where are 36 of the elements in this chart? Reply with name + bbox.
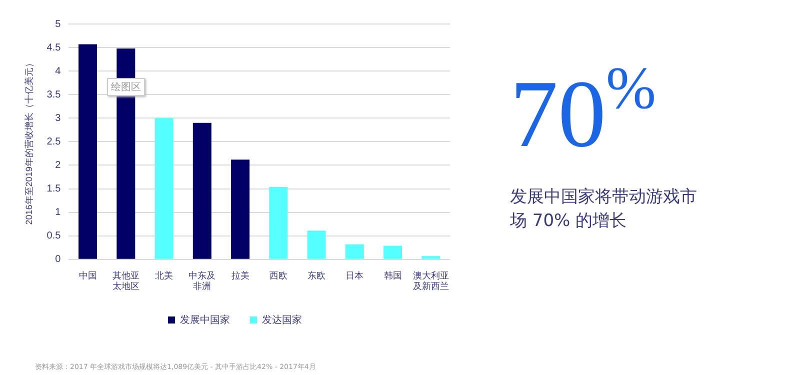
x-tick-label: 澳大利亚及新西兰 (412, 270, 449, 292)
y-tick-label: 0 (55, 254, 62, 266)
y-tick-label: 2.5 (46, 136, 62, 148)
y-tick-label: 0.5 (46, 230, 62, 242)
bar (422, 256, 440, 259)
x-tick-label: 日本 (346, 270, 364, 280)
bar (384, 246, 402, 259)
bar (78, 44, 98, 259)
y-tick-label: 5 (55, 18, 62, 30)
bar (154, 118, 174, 259)
y-tick-label: 1 (55, 207, 62, 218)
legend-label: 发展中国家 (180, 314, 230, 326)
x-tick-label: 中东及非洲 (188, 270, 216, 292)
bar (307, 230, 326, 259)
x-tick-label: 东欧 (308, 270, 326, 280)
x-tick-label: 北美 (155, 270, 174, 280)
annotation: 绘图区 (107, 78, 145, 96)
y-tick-label: 1.5 (46, 184, 62, 195)
y-tick-label: 4.5 (46, 42, 62, 54)
bar (345, 244, 364, 259)
x-tick-label: 西欧 (269, 270, 288, 280)
bar (269, 186, 288, 259)
y-tick-label: 3.5 (46, 89, 62, 100)
y-tick-label: 2 (55, 160, 62, 171)
x-tick-label: 韩国 (384, 270, 402, 280)
y-tick-label: 3 (55, 112, 62, 124)
text: 70$^{%}$ (510, 55, 656, 167)
bar (192, 122, 212, 259)
bar (231, 160, 250, 259)
text: 发展中国家将带动游戏市场 70% 的增长 (510, 186, 698, 233)
x-tick-label: 其他亚太地区 (112, 270, 140, 292)
x-tick-label: 中国 (78, 270, 97, 280)
y-axis-title: 2016年至2019年的营收增长（十亿美元） (24, 58, 34, 225)
legend-label: 发达国家 (262, 314, 302, 326)
y-tick-label: 4 (55, 66, 62, 77)
x-tick-label: 拉美 (231, 270, 250, 280)
